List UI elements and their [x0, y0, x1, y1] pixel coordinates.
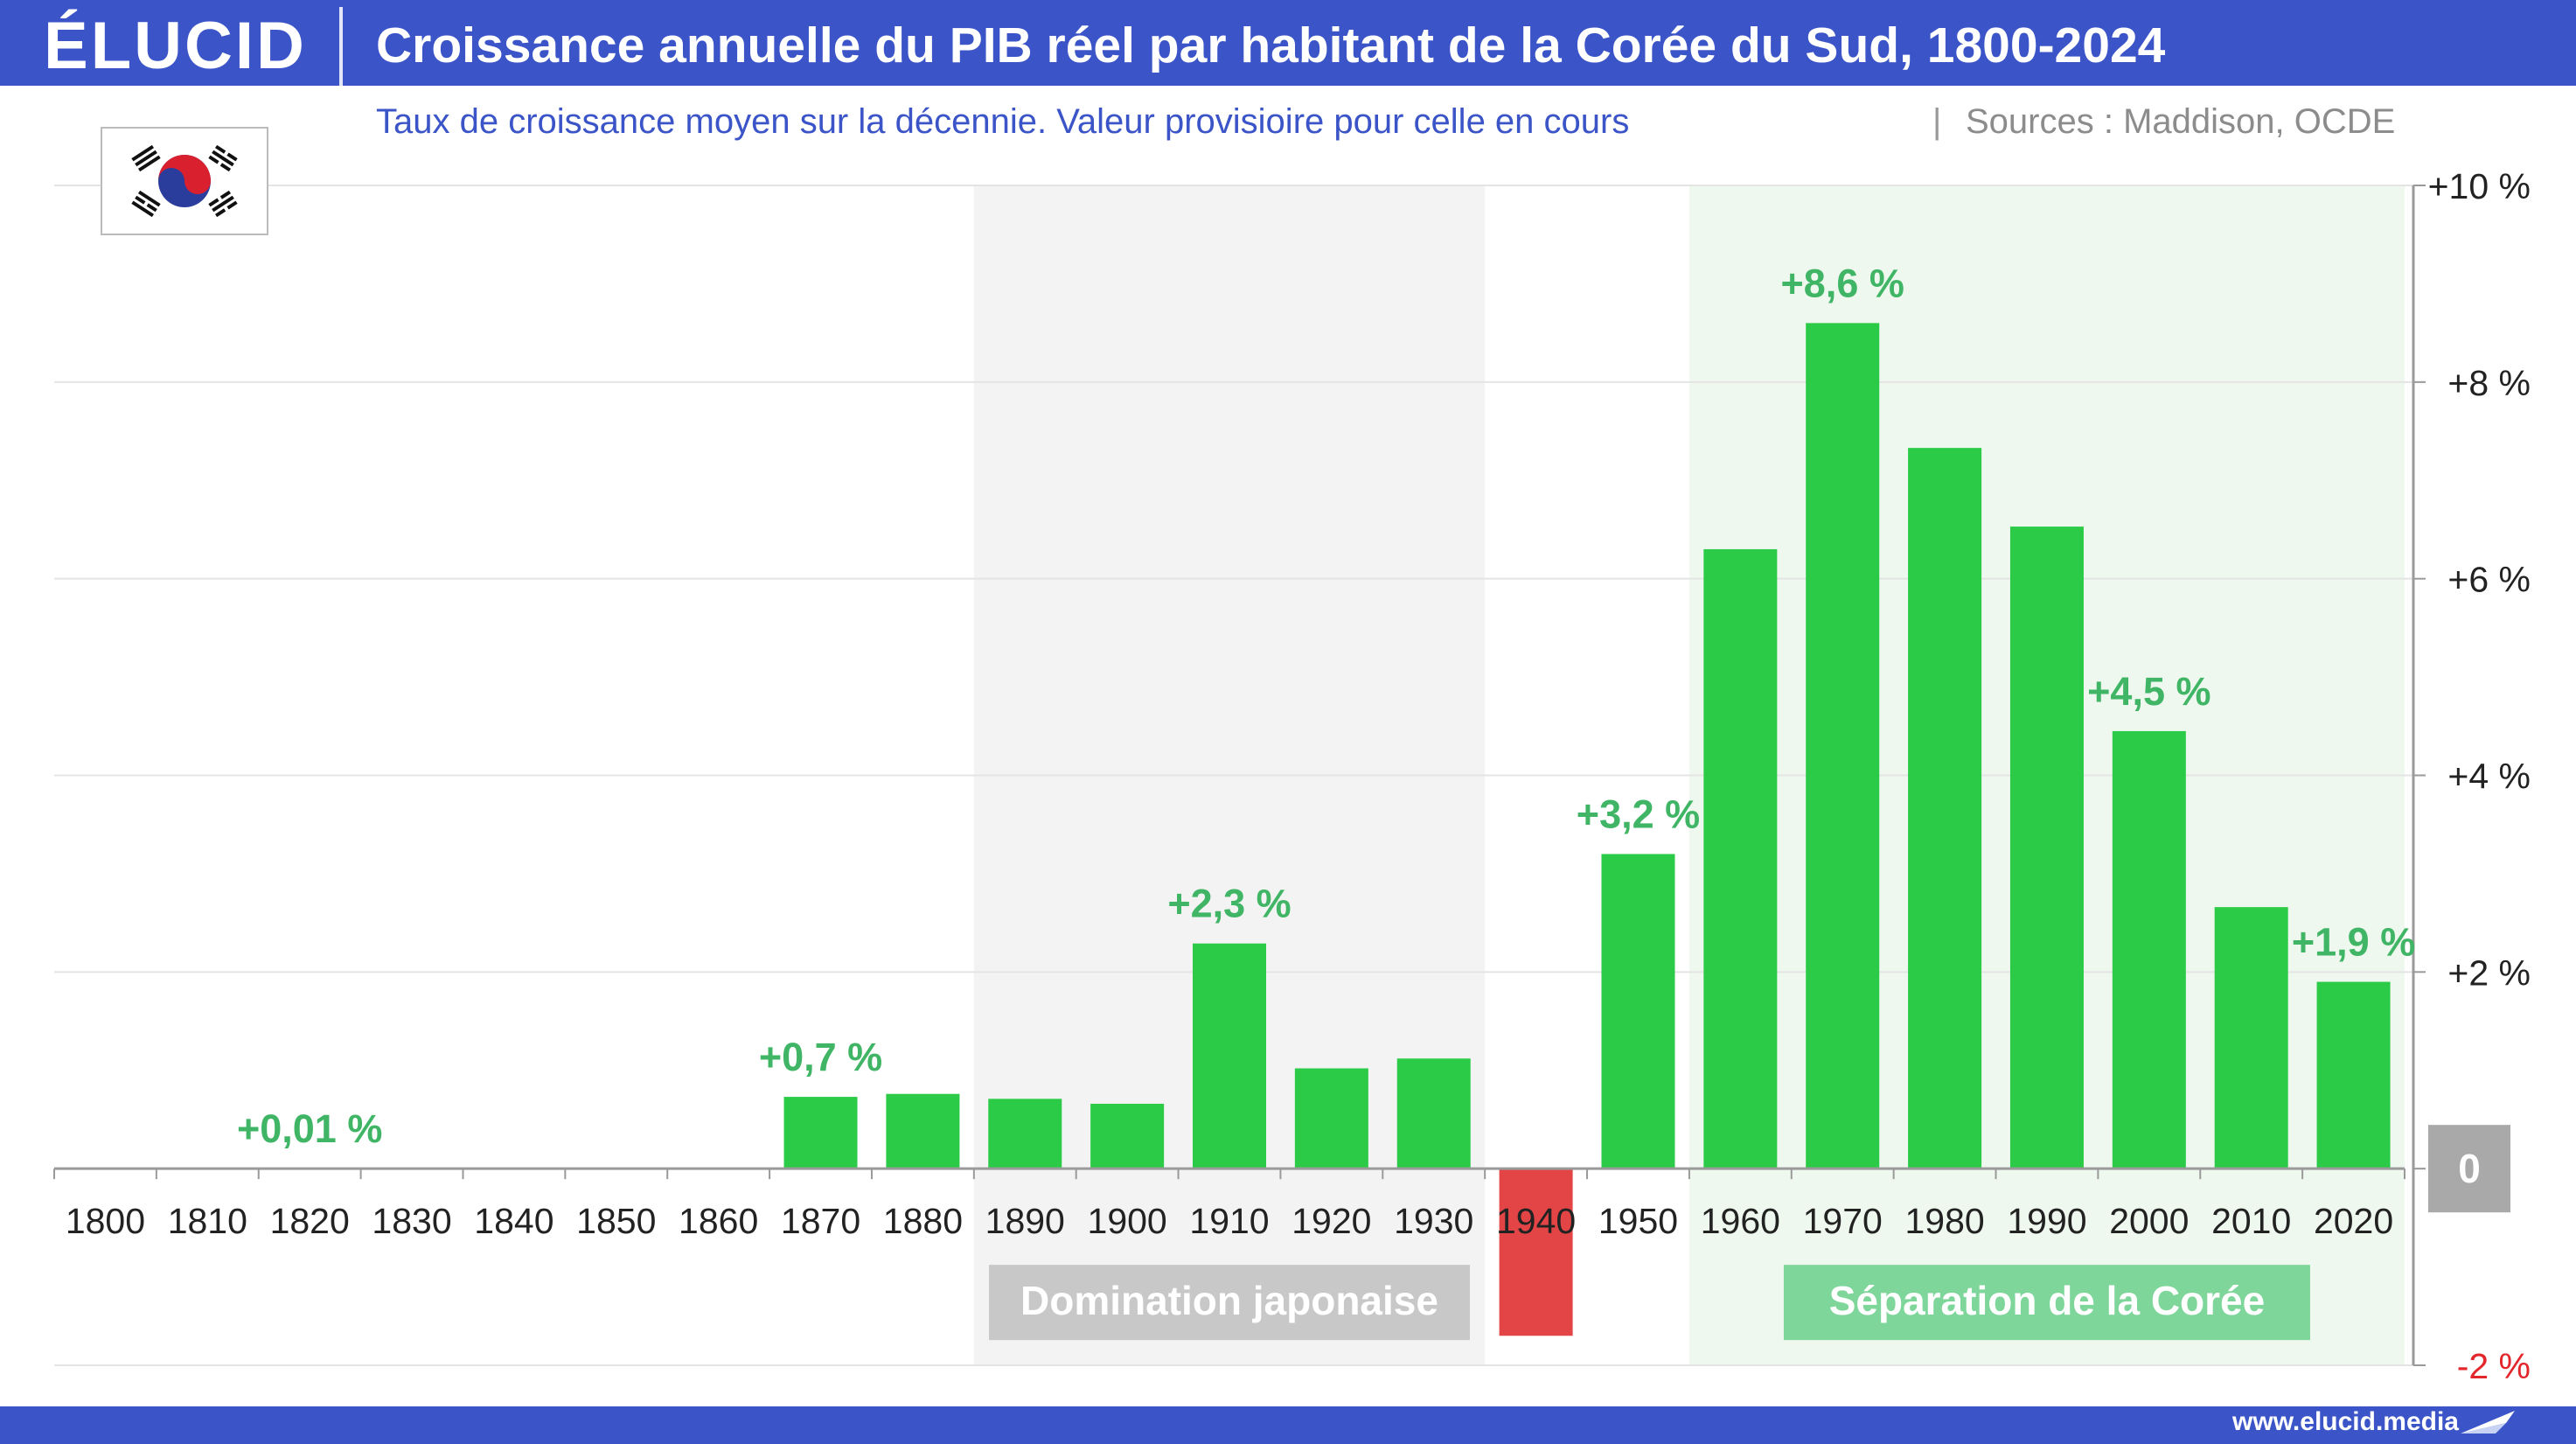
chart-subtitle: Taux de croissance moyen sur la décennie…: [376, 102, 1629, 141]
x-tick-label: 1860: [679, 1201, 758, 1241]
x-tick-label: 1910: [1189, 1201, 1269, 1241]
period-label-bg: [1783, 1265, 2310, 1341]
x-tick-label: 1870: [781, 1201, 860, 1241]
chart-title: Croissance annuelle du PIB réel par habi…: [376, 17, 2166, 73]
bar: [2214, 907, 2288, 1169]
bar: [1908, 448, 1982, 1169]
arrow-icon: [2461, 1411, 2515, 1434]
zero-badge: [2428, 1125, 2510, 1213]
bar: [2316, 981, 2391, 1169]
x-tick-label: 1850: [576, 1201, 656, 1241]
x-tick-label: 2010: [2211, 1201, 2291, 1241]
header-bar: ÉLUCID Croissance annuelle du PIB réel p…: [0, 0, 2576, 86]
x-tick-label: 1920: [1291, 1201, 1371, 1241]
bar: [1499, 1168, 1573, 1336]
x-tick-label: 1890: [985, 1201, 1065, 1241]
data-label: +4,5 %: [2087, 669, 2210, 714]
bar: [2009, 527, 2084, 1169]
period-label-bg: [989, 1265, 1470, 1341]
y-tick-label: +10 %: [2428, 166, 2531, 206]
data-labels: +0,01 % +0,7 % +2,3 % +3,2 % +8,6 % +4,5 % +1,…: [237, 261, 2415, 1151]
x-tick-label: 1930: [1394, 1201, 1473, 1241]
bar: [1601, 854, 1675, 1169]
x-tick-label: 2000: [2109, 1201, 2189, 1241]
x-tick-label: 1800: [66, 1201, 145, 1241]
data-label: +0,01 %: [237, 1106, 382, 1151]
data-label: +3,2 %: [1577, 792, 1700, 836]
x-tick-label: 1840: [474, 1201, 553, 1241]
period-labels: Domination japonaise Séparation de la Cor…: [989, 1265, 2310, 1341]
bar: [1806, 323, 1880, 1169]
bar: [1193, 943, 1266, 1169]
x-tick-label: 1820: [270, 1201, 350, 1241]
y-tick-label: +2 %: [2447, 952, 2531, 993]
data-label: +1,9 %: [2292, 920, 2415, 965]
chart-sources: Sources : Maddison, OCDE: [1966, 102, 2395, 141]
data-label: +2,3 %: [1167, 882, 1291, 926]
y-tick-label: +4 %: [2447, 757, 2531, 797]
y-tick-label: -2 %: [2457, 1346, 2531, 1386]
x-tick-label: 1960: [1701, 1201, 1780, 1241]
x-axis: 1800 1810 1820 1830 1840 1850 1860 1870 1880 1890…: [53, 1167, 2405, 1241]
data-label: +0,7 %: [759, 1035, 882, 1079]
elucid-logo: ÉLUCID: [44, 9, 307, 83]
x-tick-label: 2020: [2314, 1201, 2393, 1241]
bar: [1703, 548, 1778, 1169]
y-tick-label: +8 %: [2447, 363, 2531, 403]
x-tick-label: 1970: [1803, 1201, 1883, 1241]
chart-area: 1800 1810 1820 1830 1840 1850 1860 1870 1880 1890…: [53, 102, 2531, 1386]
period-label: Séparation de la Corée: [1829, 1278, 2266, 1323]
bar: [886, 1093, 960, 1169]
south-korea-flag-icon: [101, 127, 268, 235]
subtitle-separator: |: [1932, 102, 1941, 141]
y-tick-label: +6 %: [2447, 560, 2531, 600]
x-tick-label: 1980: [1904, 1201, 1984, 1241]
bar: [783, 1097, 858, 1169]
footer-url[interactable]: www.elucid.media: [2232, 1407, 2459, 1436]
y-axis: +10 % +8 % +6 % +4 % +2 % 0 -2 %: [2412, 166, 2531, 1386]
bar: [988, 1099, 1062, 1169]
data-label: +8,6 %: [1781, 261, 1904, 305]
bar: [1090, 1103, 1165, 1169]
x-tick-label: 1830: [372, 1201, 451, 1241]
header-divider: [339, 7, 343, 86]
x-tick-label: 1940: [1496, 1201, 1576, 1241]
x-tick-label: 1950: [1598, 1201, 1678, 1241]
x-tick-label: 1810: [168, 1201, 247, 1241]
bar: [2112, 730, 2186, 1169]
period-label: Domination japonaise: [1020, 1278, 1438, 1323]
x-tick-label: 1880: [883, 1201, 963, 1241]
bars: [783, 323, 2391, 1336]
x-tick-label: 1990: [2007, 1201, 2086, 1241]
y-tick-label: 0: [2458, 1146, 2481, 1191]
bar: [1294, 1068, 1368, 1169]
x-tick-label: 1900: [1088, 1201, 1167, 1241]
bar: [1396, 1058, 1471, 1169]
